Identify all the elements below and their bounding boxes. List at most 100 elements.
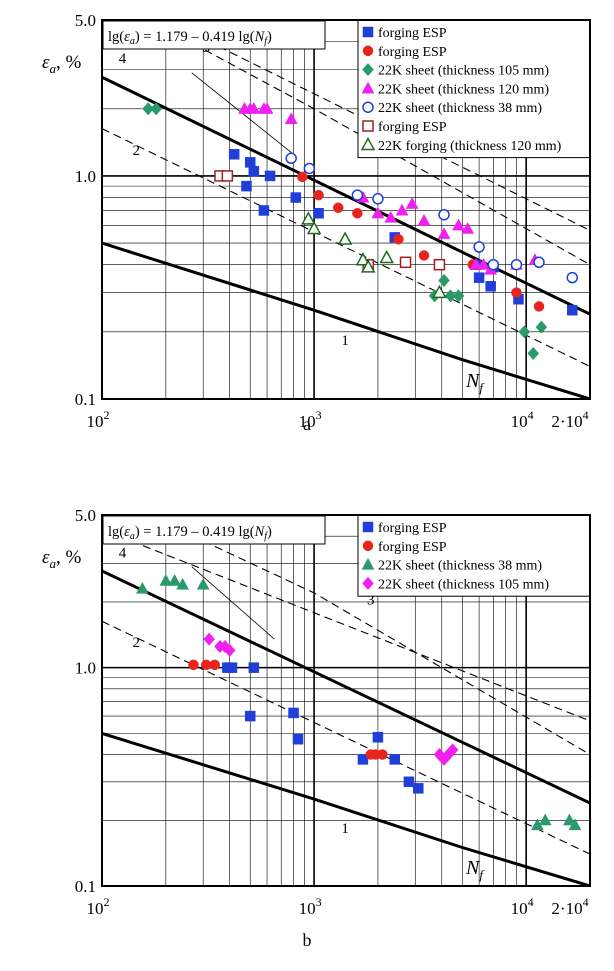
data-point-s6-6 (432, 284, 447, 299)
data-point-s4-8 (533, 256, 545, 269)
data-point-s2-2 (168, 573, 182, 586)
data-point-s5-3 (399, 256, 412, 269)
x-axis-label: Nf (465, 857, 485, 882)
data-point-s0-7 (313, 208, 324, 219)
legend-marker-1 (362, 45, 374, 57)
y-tick-label: 5.0 (75, 11, 96, 30)
data-point-s3-9 (395, 203, 409, 216)
data-point-s0-5 (292, 733, 304, 745)
data-point-s3-8 (384, 210, 398, 223)
legend-box (357, 19, 591, 159)
y-tick-label: 1.0 (75, 167, 96, 186)
curve-1 (102, 241, 590, 399)
legend-marker-1 (362, 540, 374, 552)
chart-panel-b: 4 1 3 2 lg(εa) = 1.179 – 0.419 lg(Nf) forging… (42, 506, 591, 950)
curve-label-3: 3 (367, 592, 375, 608)
data-point-s3-2 (247, 101, 261, 114)
data-point-s4-2 (351, 189, 364, 201)
y-tick-label: 5.0 (75, 506, 96, 525)
data-point-s4-7 (510, 258, 523, 271)
data-point-s4-1 (303, 162, 316, 175)
data-point-s0-3 (248, 165, 260, 177)
data-point-s3-0 (203, 632, 215, 646)
data-point-s4-5 (473, 241, 485, 253)
curve-label-1: 1 (341, 821, 349, 837)
data-point-s0-8 (389, 754, 400, 765)
data-point-s5-1 (221, 170, 234, 182)
data-point-s4-3 (372, 193, 384, 205)
data-point-s3-13 (452, 218, 465, 231)
data-point-s0-2 (244, 710, 256, 722)
legend: forging ESP forging ESP 22K sheet (thickne… (357, 514, 591, 597)
curve-label-2: 2 (132, 635, 140, 651)
legend-label-1: forging ESP (378, 540, 447, 555)
data-point-s1-3 (352, 208, 363, 219)
data-point-s4-6 (487, 258, 500, 271)
data-point-s1-5 (377, 749, 388, 760)
data-point-s2-7 (563, 813, 576, 826)
data-point-s6-0 (301, 211, 316, 225)
legend-label-2: 22K sheet (thickness 38 mm) (378, 559, 542, 574)
data-point-s3-12 (437, 227, 451, 239)
data-point-s0-6 (357, 754, 369, 765)
data-point-s6-2 (337, 231, 353, 245)
data-point-s1-0 (297, 171, 308, 183)
equation-box (102, 515, 326, 545)
data-point-s6-4 (360, 259, 376, 273)
equation-pointer (191, 566, 275, 640)
data-point-s0-1 (241, 180, 252, 192)
data-point-s1-2 (332, 202, 344, 213)
legend-marker-0 (362, 26, 374, 38)
y-tick-label: 0.1 (75, 390, 96, 409)
data-point-s0-4 (258, 205, 270, 216)
plot-frame (101, 514, 591, 887)
equation-text: lg(εa) = 1.179 – 0.419 lg(Nf) (108, 29, 272, 47)
data-point-s0-11 (485, 281, 496, 292)
data-series (142, 101, 579, 361)
data-point-s3-5 (284, 112, 298, 124)
data-point-s1-5 (418, 250, 430, 261)
legend-label-0: forging ESP (378, 26, 447, 41)
data-point-s6-5 (379, 249, 394, 264)
data-point-s2-6 (538, 813, 552, 826)
data-point-s2-0 (135, 581, 149, 594)
data-point-s0-6 (290, 192, 302, 203)
data-point-s1-2 (209, 659, 220, 671)
data-point-s3-4 (260, 101, 274, 114)
x-tick-label: 103 (299, 408, 322, 431)
y-axis-label: εa, % (42, 547, 82, 571)
data-point-s1-4 (393, 234, 404, 245)
curve-label-4: 4 (119, 51, 127, 67)
data-point-s0-3 (248, 662, 260, 673)
data-point-s4-9 (566, 271, 579, 284)
data-point-s4-4 (438, 208, 450, 221)
data-point-s2-1 (150, 102, 162, 116)
legend-label-3: 22K sheet (thickness 120 mm) (378, 82, 549, 97)
legend: forging ESP forging ESP 22K sheet (thickne… (357, 19, 591, 159)
data-point-s0-0 (228, 149, 240, 160)
legend-marker-4 (362, 101, 374, 113)
data-point-s0-10 (473, 272, 485, 283)
x-tick-label: 102 (87, 895, 110, 918)
curve-2 (102, 128, 590, 367)
data-point-s3-3 (223, 643, 236, 657)
data-point-s1-8 (533, 301, 545, 312)
plot-frame (101, 19, 591, 400)
legend-marker-2 (361, 557, 375, 570)
legend-label-4: 22K sheet (thickness 38 mm) (378, 101, 542, 116)
data-point-s0-14 (567, 304, 578, 316)
data-point-s2-1 (159, 573, 173, 586)
data-point-s3-7 (371, 206, 385, 219)
data-point-s2-8 (535, 320, 548, 334)
legend-label-3: 22K sheet (thickness 105 mm) (378, 577, 549, 592)
y-tick-label: 0.1 (75, 877, 96, 896)
legend-label-1: forging ESP (378, 45, 447, 60)
legend-label-0: forging ESP (378, 521, 447, 536)
data-point-s2-8 (568, 818, 582, 831)
x-tick-label: 2·104 (551, 895, 588, 918)
data-point-s2-5 (452, 289, 465, 303)
x-axis-label: Nf (465, 370, 485, 395)
curve-4 (102, 75, 590, 316)
